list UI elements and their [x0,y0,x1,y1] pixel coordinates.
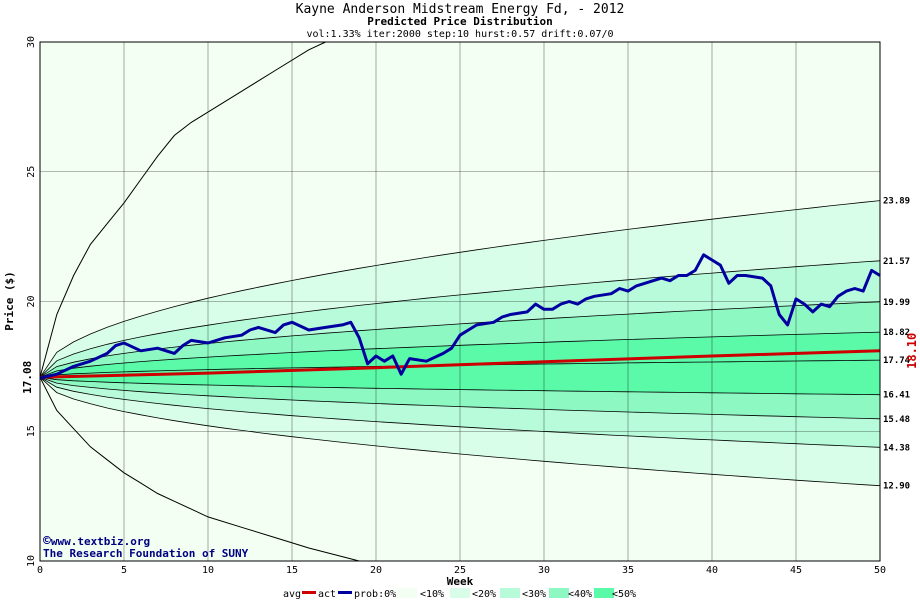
percentile-label-1: 21.57 [883,257,910,267]
x-tick-20: 20 [370,565,382,576]
copyright-symbol: © [43,534,51,549]
percentile-label-2: 19.99 [883,298,910,308]
y-tick-25: 25 [26,166,37,178]
x-tick-15: 15 [286,565,298,576]
x-tick-0: 0 [37,565,43,576]
credit-site-text: www.textbiz.org [51,535,150,548]
x-tick-30: 30 [538,565,550,576]
x-axis-label: Week [447,575,474,588]
legend-band-40-swatch [594,588,614,598]
legend-band-20-swatch [500,588,520,598]
plot-border [39,41,881,562]
x-tick-45: 45 [790,565,802,576]
series-actual-line [39,253,881,380]
chart-params: vol:1.33% iter:2000 step:10 hurst:0.57 d… [306,29,613,40]
y-tick-labels: 10 15 20 25 30 [26,36,37,567]
credit-org: The Research Foundation of SUNY [43,547,249,560]
start-price-label: 17.08 [21,361,34,394]
percentile-label-4: 17.74 [883,356,911,366]
x-tick-25: 25 [454,565,466,576]
percentile-label-6: 15.48 [883,415,910,425]
legend-band-50-label: <50% [612,589,636,600]
x-tick-5: 5 [121,565,127,576]
x-tick-labels: 0 5 10 15 20 25 30 35 40 45 50 [37,565,886,576]
x-tick-50: 50 [874,565,886,576]
legend-act-swatch [338,591,352,594]
legend-band-0-swatch [397,588,417,598]
percentile-label-8: 12.90 [883,482,910,492]
legend-band-10-label: <10% [420,589,444,600]
percentile-label-0: 23.89 [883,197,910,207]
y-tick-30: 30 [26,36,37,48]
percentile-label-7: 14.38 [883,443,910,453]
credit-site: ©www.textbiz.org [43,534,150,549]
chart-title: Kayne Anderson Midstream Energy Fd, - 20… [296,2,625,17]
legend-band-30-label: <30% [522,589,546,600]
legend-band-10-swatch [450,588,470,598]
outer-upper-line [39,41,326,378]
x-tick-10: 10 [202,565,214,576]
legend: avg act prob:0% <10% <20% <30% <40% <50% [283,588,636,600]
legend-band-20-label: <20% [472,589,496,600]
percentile-label-3: 18.82 [883,328,910,338]
x-tick-40: 40 [706,565,718,576]
end-average-label: 18.10 [905,333,919,369]
legend-prob-label: prob:0% [354,589,396,600]
percentile-labels: 23.89 21.57 19.99 18.82 17.74 16.41 15.48 14.38… [883,197,911,492]
legend-act-label: act [318,589,336,600]
chart-subtitle: Predicted Price Distribution [367,15,552,28]
legend-band-30-swatch [549,588,569,598]
y-tick-15: 15 [26,425,37,437]
legend-avg-swatch [302,591,316,594]
percentile-label-5: 16.41 [883,391,910,401]
legend-avg-label: avg [283,589,301,600]
outer-lower-line [39,377,360,562]
y-tick-10: 10 [26,555,37,567]
x-tick-35: 35 [622,565,634,576]
legend-band-40-label: <40% [568,589,592,600]
y-tick-20: 20 [26,295,37,307]
series-average-line [39,349,881,379]
y-axis-label: Price ($) [3,271,16,331]
